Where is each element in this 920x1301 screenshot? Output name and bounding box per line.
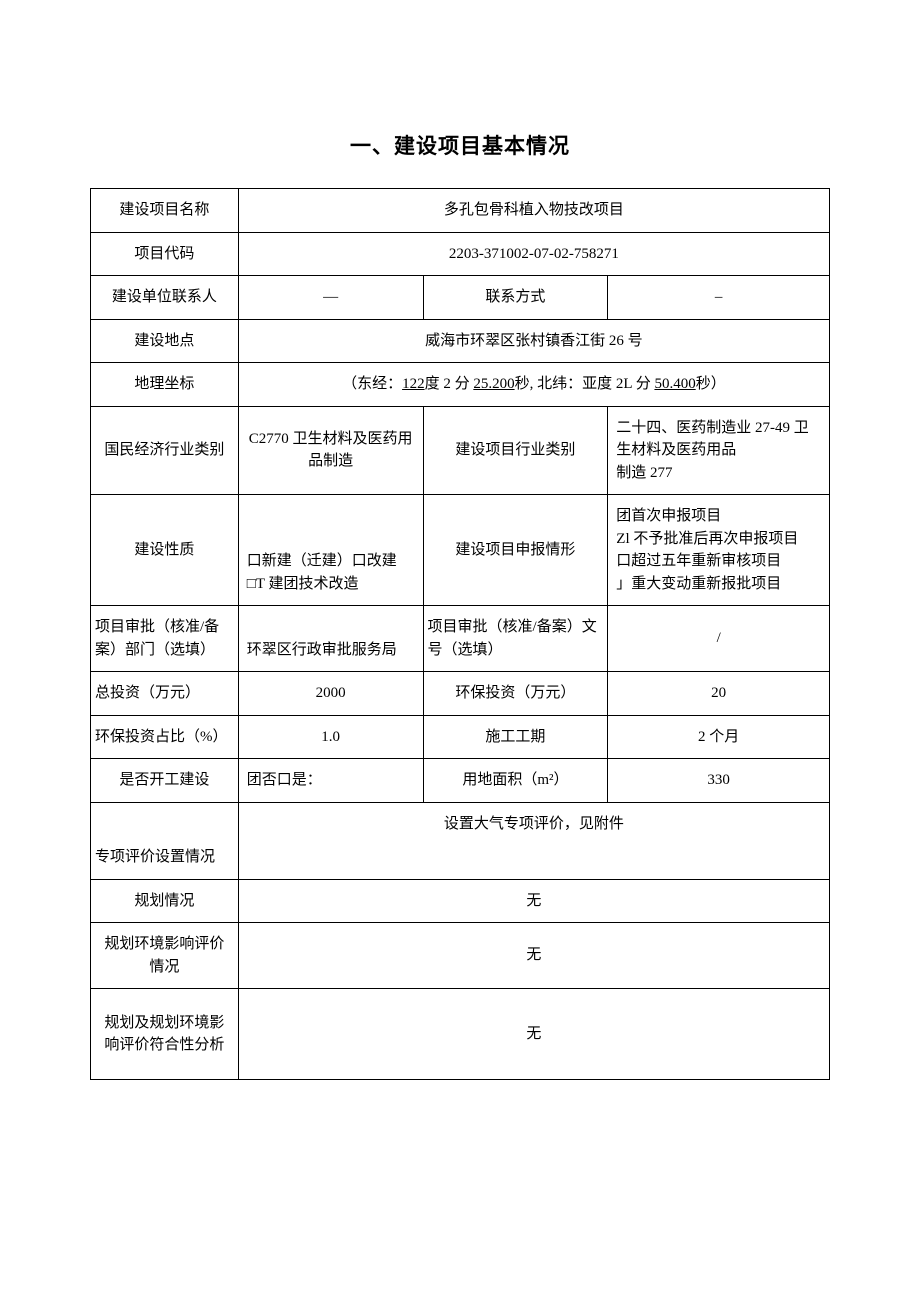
value-contact-method: – <box>608 276 830 320</box>
label-planning-conform: 规划及规划环境影响评价符合性分析 <box>91 989 239 1080</box>
table-row: 项目审批（核准/备案）部门（选填） 环翠区行政审批服务局 项目审批（核准/备案）… <box>91 606 830 672</box>
label-env-invest: 环保投资（万元） <box>423 672 608 716</box>
value-geo: （东经：122度 2 分 25.200秒, 北纬：亚度 2L 分 50.400秒… <box>238 363 829 407</box>
value-planning-eia: 无 <box>238 923 829 989</box>
label-geo: 地理坐标 <box>91 363 239 407</box>
label-started: 是否开工建设 <box>91 759 239 803</box>
table-row: 国民经济行业类别 C2770 卫生材料及医药用品制造 建设项目行业类别 二十四、… <box>91 406 830 495</box>
value-contact: — <box>238 276 423 320</box>
label-total-invest: 总投资（万元） <box>91 672 239 716</box>
label-report-type: 建设项目申报情形 <box>423 495 608 606</box>
label-industry-cat: 国民经济行业类别 <box>91 406 239 495</box>
table-row: 规划及规划环境影响评价符合性分析 无 <box>91 989 830 1080</box>
label-project-industry: 建设项目行业类别 <box>423 406 608 495</box>
value-env-invest: 20 <box>608 672 830 716</box>
page-container: 一、建设项目基本情况 建设项目名称 多孔包骨科植入物技改项目 项目代码 2203… <box>0 0 920 1140</box>
label-nature: 建设性质 <box>91 495 239 606</box>
geo-text: 秒, 北纬：亚度 2L 分 <box>515 376 651 392</box>
value-planning-conform: 无 <box>238 989 829 1080</box>
geo-text: （东经： <box>342 376 402 392</box>
label-location: 建设地点 <box>91 319 239 363</box>
label-env-ratio: 环保投资占比（%） <box>91 715 239 759</box>
table-row: 规划情况 无 <box>91 879 830 923</box>
label-planning: 规划情况 <box>91 879 239 923</box>
value-special-eval: 设置大气专项评价，见附件 <box>238 802 829 879</box>
table-row: 建设性质 口新建（迁建）口改建 □T 建团技术改造 建设项目申报情形 团首次申报… <box>91 495 830 606</box>
label-approval-no: 项目审批（核准/备案）文号（选填） <box>423 606 608 672</box>
value-project-code: 2203-371002-07-02-758271 <box>238 232 829 276</box>
table-row: 环保投资占比（%） 1.0 施工工期 2 个月 <box>91 715 830 759</box>
table-row: 规划环境影响评价情况 无 <box>91 923 830 989</box>
geo-lon-sec: 25.200 <box>473 376 514 392</box>
value-approval-no: / <box>608 606 830 672</box>
page-title: 一、建设项目基本情况 <box>90 130 830 160</box>
value-project-industry: 二十四、医药制造业 27-49 卫生材料及医药用品 制造 277 <box>608 406 830 495</box>
label-project-code: 项目代码 <box>91 232 239 276</box>
geo-text: 度 2 分 <box>425 376 470 392</box>
value-started: 团否口是： <box>238 759 423 803</box>
label-land-area: 用地面积（m²） <box>423 759 608 803</box>
table-row: 总投资（万元） 2000 环保投资（万元） 20 <box>91 672 830 716</box>
value-nature: 口新建（迁建）口改建 □T 建团技术改造 <box>238 495 423 606</box>
label-contact-method: 联系方式 <box>423 276 608 320</box>
value-approval-dept: 环翠区行政审批服务局 <box>238 606 423 672</box>
value-period: 2 个月 <box>608 715 830 759</box>
table-row: 专项评价设置情况 设置大气专项评价，见附件 <box>91 802 830 879</box>
value-total-invest: 2000 <box>238 672 423 716</box>
label-project-name: 建设项目名称 <box>91 189 239 233</box>
project-info-table: 建设项目名称 多孔包骨科植入物技改项目 项目代码 2203-371002-07-… <box>90 188 830 1080</box>
table-row: 是否开工建设 团否口是： 用地面积（m²） 330 <box>91 759 830 803</box>
label-period: 施工工期 <box>423 715 608 759</box>
label-approval-dept: 项目审批（核准/备案）部门（选填） <box>91 606 239 672</box>
value-planning: 无 <box>238 879 829 923</box>
table-row: 建设地点 威海市环翠区张村镇香江街 26 号 <box>91 319 830 363</box>
geo-lon-deg: 122 <box>402 376 425 392</box>
label-special-eval: 专项评价设置情况 <box>91 802 239 879</box>
table-row: 项目代码 2203-371002-07-02-758271 <box>91 232 830 276</box>
geo-lat-sec: 50.400 <box>654 376 695 392</box>
table-row: 地理坐标 （东经：122度 2 分 25.200秒, 北纬：亚度 2L 分 50… <box>91 363 830 407</box>
geo-text: 秒） <box>696 376 726 392</box>
value-industry-cat: C2770 卫生材料及医药用品制造 <box>238 406 423 495</box>
table-row: 建设单位联系人 — 联系方式 – <box>91 276 830 320</box>
value-env-ratio: 1.0 <box>238 715 423 759</box>
value-location: 威海市环翠区张村镇香江街 26 号 <box>238 319 829 363</box>
table-row: 建设项目名称 多孔包骨科植入物技改项目 <box>91 189 830 233</box>
value-project-name: 多孔包骨科植入物技改项目 <box>238 189 829 233</box>
label-planning-eia: 规划环境影响评价情况 <box>91 923 239 989</box>
value-land-area: 330 <box>608 759 830 803</box>
value-report-type: 团首次申报项目 Zl 不予批准后再次申报项目 口超过五年重新审核项目 」重大变动… <box>608 495 830 606</box>
label-contact: 建设单位联系人 <box>91 276 239 320</box>
